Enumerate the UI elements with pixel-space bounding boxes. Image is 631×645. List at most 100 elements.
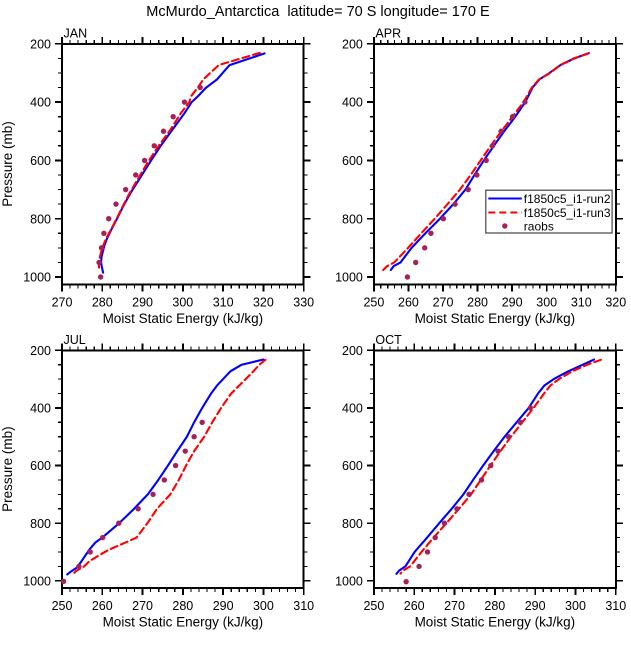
x-tick-label: 280 [467,295,488,309]
x-tick-label: 250 [363,295,384,309]
raobs-dot [133,172,139,178]
plot-frame [372,42,617,286]
raobs-dot [488,462,494,469]
raobs-dot [141,157,148,164]
panel-title: JAN [64,26,88,40]
x-axis-title: Moist Static Energy (kJ/kg) [415,311,576,326]
series-raobs [60,419,205,585]
raobs-dot [416,563,422,570]
panel-title: JUL [64,333,86,347]
x-tick-label: 310 [293,599,314,613]
y-tick-label: 1000 [23,271,51,285]
raobs-dot [424,549,431,555]
x-tick-label: 330 [293,295,314,309]
x-tick-label: 270 [433,295,454,309]
y-tick-label: 200 [342,37,363,51]
x-tick-label: 270 [52,295,73,309]
y-tick-label: 200 [342,344,363,358]
panel-title: APR [375,26,401,40]
series-f1850c5_i1-run3 [399,358,602,575]
x-tick-label: 300 [253,599,274,613]
panels-group: 270 280 290 300 310 320 330 200 400 600 800 1000 JAN… [0,26,626,629]
x-tick-label: 280 [172,599,193,613]
x-tick-label: 300 [536,295,557,309]
raobs-dot [509,113,516,120]
raobs-dot [483,157,489,164]
y-tick-label: 600 [342,154,363,168]
series-raobs [96,84,203,280]
x-tick-label: 270 [132,599,153,613]
raobs-dot [135,506,141,512]
x-tick-label: 310 [605,599,626,613]
raobs-dot [505,434,512,440]
raobs-dot [478,477,485,483]
x-tick-label: 250 [52,599,73,613]
raobs-dot [428,230,434,236]
x-tick-label: 300 [172,295,193,309]
x-tick-label: 290 [502,295,523,309]
raobs-dot [452,201,458,207]
legend-label: raobs [524,219,554,233]
panel-jan: 270 280 290 300 310 320 330 200 400 600 800 1000 JAN… [0,26,314,325]
y-tick-label: 200 [30,344,51,358]
panel-jul: 250 260 270 280 290 300 310 200 400 600 800 1000 JUL… [0,333,314,630]
raobs-dot [413,259,419,266]
raobs-dot [170,113,176,120]
x-tick-label: 290 [132,295,153,309]
raobs-dot [466,491,472,498]
raobs-dot [99,534,106,541]
raobs-dot [113,201,119,207]
ticks [366,343,623,595]
raobs-dot [87,549,93,555]
ticks [55,343,311,595]
x-tick-label: 270 [444,599,465,613]
raobs-dot [101,230,107,236]
series-f1850c5_i1-run3 [71,358,267,577]
raobs-dot [404,274,411,280]
raobs-dot [197,84,203,91]
raobs-dot [76,563,82,570]
x-tick-label: 260 [398,295,419,309]
raobs-dot [150,491,156,498]
raobs-dot [432,534,438,541]
y-tick-label: 800 [342,517,363,531]
y-tick-label: 1000 [335,574,363,588]
y-tick-label: 400 [342,96,363,110]
figure-title: McMurdo_Antarctica latitude= 70 S longit… [146,4,490,20]
legend-label: f1850c5_i1-run2 [524,192,611,206]
raobs-dot [181,99,188,105]
raobs-dot [465,186,471,193]
series-f1850c5_i1-run2 [395,358,596,575]
panel-oct: 250 260 270 280 290 300 310 200 400 600 800 1000 OCT… [335,333,626,630]
raobs-dot [517,419,523,426]
series-f1850c5_i1-run2 [66,358,265,576]
raobs-dot [440,216,447,222]
series-f1850c5_i1-run3 [382,52,590,272]
plot-frame [61,42,305,286]
legend-marker-raobs [502,223,508,229]
x-tick-label: 290 [213,599,234,613]
x-tick-label: 260 [404,599,425,613]
x-tick-label: 320 [253,295,274,309]
raobs-dot [403,578,409,585]
raobs-dot [441,520,448,526]
y-axis-title: Pressure (mb) [0,121,15,207]
y-tick-label: 200 [30,37,51,51]
x-tick-label: 260 [92,599,113,613]
raobs-dot [97,274,104,280]
raobs-dot [122,186,129,193]
raobs-dot [172,462,179,469]
x-tick-label: 310 [213,295,234,309]
raobs-dot [489,143,496,149]
y-tick-label: 400 [30,96,51,110]
raobs-dot [160,128,167,134]
y-tick-label: 400 [30,402,51,416]
plot-frame [372,349,617,589]
legend-label: f1850c5_i1-run3 [524,206,611,220]
y-tick-label: 400 [342,402,363,416]
ticks [366,36,623,292]
series-f1850c5_i1-run2 [389,52,590,272]
raobs-dot [474,172,480,178]
